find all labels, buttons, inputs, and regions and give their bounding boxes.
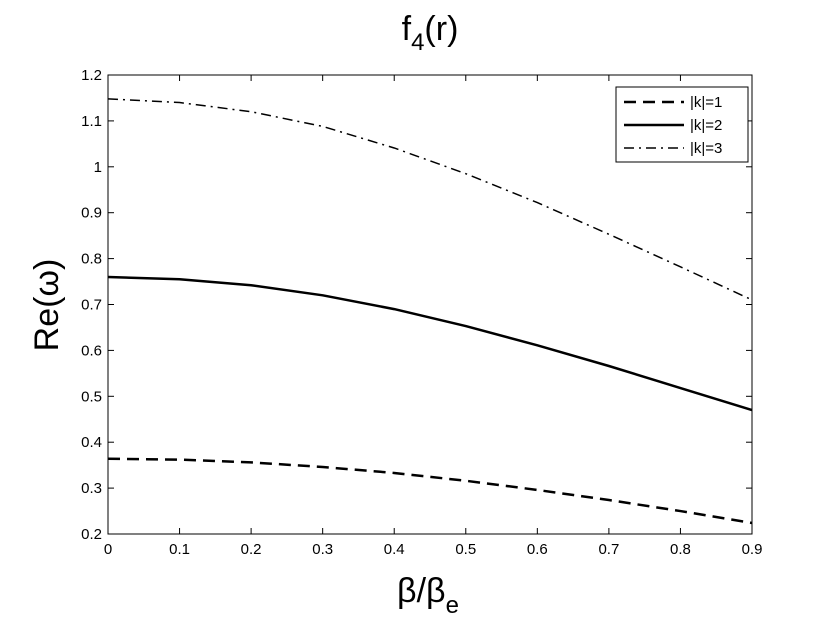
x-tick-label: 0.9 bbox=[742, 541, 763, 558]
x-axis-label-main: β/β bbox=[397, 572, 446, 610]
chart-title-subscript: 4 bbox=[411, 29, 424, 56]
x-axis-label: β/βe bbox=[397, 572, 459, 619]
x-tick-label: 0.7 bbox=[598, 541, 619, 558]
y-tick-label: 1.1 bbox=[81, 113, 102, 130]
chart-title-rest: (r) bbox=[424, 10, 458, 48]
legend-label-k3: |k|=3 bbox=[690, 140, 722, 157]
y-tick-label: 0.2 bbox=[81, 526, 102, 543]
x-tick-label: 0.1 bbox=[169, 541, 190, 558]
x-tick-label: 0.5 bbox=[455, 541, 476, 558]
y-tick-label: 0.9 bbox=[81, 205, 102, 222]
y-tick-label: 1.2 bbox=[81, 67, 102, 84]
x-tick-label: 0.4 bbox=[384, 541, 405, 558]
x-axis-label-subscript: e bbox=[446, 592, 459, 619]
x-tick-label: 0 bbox=[104, 541, 112, 558]
y-tick-label: 1 bbox=[94, 159, 102, 176]
y-tick-label: 0.8 bbox=[81, 251, 102, 268]
series-line-k1 bbox=[107, 457, 753, 525]
y-tick-label: 0.3 bbox=[81, 480, 102, 497]
series-line-k2 bbox=[107, 275, 753, 412]
x-tick-label: 0.8 bbox=[670, 541, 691, 558]
x-tick-label: 0.6 bbox=[527, 541, 548, 558]
y-tick-label: 0.5 bbox=[81, 388, 102, 405]
legend-label-k2: |k|=2 bbox=[690, 117, 722, 134]
chart-title-main: f bbox=[402, 10, 412, 48]
y-tick-label: 0.6 bbox=[81, 342, 102, 359]
y-axis-label: Re(ω) bbox=[28, 259, 66, 352]
x-ticks: 0 0.1 0.2 0.3 0.4 0.5 0.6 0.7 0.8 0.9 bbox=[104, 75, 763, 558]
x-tick-label: 0.3 bbox=[312, 541, 333, 558]
y-tick-label: 0.7 bbox=[81, 297, 102, 314]
x-tick-label: 0.2 bbox=[241, 541, 262, 558]
legend: |k|=1 |k|=2 |k|=3 bbox=[615, 86, 749, 163]
series-lines bbox=[107, 98, 753, 525]
legend-label-k1: |k|=1 bbox=[690, 94, 722, 111]
chart-title: f4(r) bbox=[402, 10, 459, 56]
y-tick-label: 0.4 bbox=[81, 434, 102, 451]
y-ticks: 0.2 0.3 0.4 0.5 0.6 0.7 0.8 0.9 1 1.1 1.2 bbox=[81, 67, 752, 543]
